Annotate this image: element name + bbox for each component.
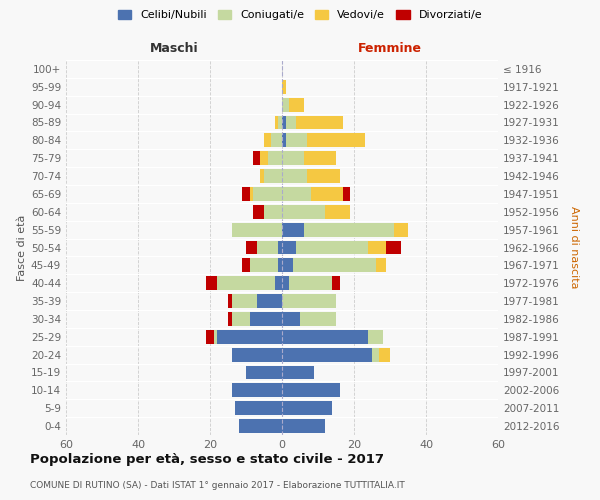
Bar: [278, 240, 282, 254]
Bar: [257, 294, 282, 308]
Bar: [278, 258, 282, 272]
Bar: [206, 276, 217, 290]
Bar: [304, 151, 336, 165]
Bar: [232, 222, 282, 236]
Bar: [394, 222, 408, 236]
Bar: [282, 348, 372, 362]
Bar: [282, 384, 340, 398]
Bar: [386, 240, 401, 254]
Bar: [300, 312, 336, 326]
Bar: [304, 222, 394, 236]
Bar: [232, 312, 250, 326]
Bar: [282, 366, 314, 380]
Bar: [282, 222, 304, 236]
Bar: [289, 98, 304, 112]
Bar: [275, 276, 282, 290]
Bar: [325, 205, 350, 219]
Bar: [228, 294, 232, 308]
Bar: [239, 419, 282, 433]
Bar: [286, 116, 296, 130]
Bar: [206, 330, 214, 344]
Bar: [228, 312, 232, 326]
Bar: [282, 240, 296, 254]
Bar: [282, 187, 311, 201]
Bar: [235, 401, 282, 415]
Text: COMUNE DI RUTINO (SA) - Dati ISTAT 1° gennaio 2017 - Elaborazione TUTTITALIA.IT: COMUNE DI RUTINO (SA) - Dati ISTAT 1° ge…: [30, 480, 405, 490]
Bar: [282, 312, 300, 326]
Text: Maschi: Maschi: [149, 42, 199, 54]
Bar: [271, 134, 282, 147]
Bar: [296, 240, 368, 254]
Bar: [332, 276, 340, 290]
Bar: [368, 330, 383, 344]
Bar: [268, 151, 282, 165]
Bar: [282, 151, 304, 165]
Bar: [264, 205, 282, 219]
Bar: [232, 294, 257, 308]
Bar: [253, 187, 282, 201]
Y-axis label: Fasce di età: Fasce di età: [17, 214, 27, 280]
Bar: [217, 330, 282, 344]
Bar: [253, 205, 264, 219]
Bar: [311, 187, 343, 201]
Bar: [250, 312, 282, 326]
Bar: [275, 116, 278, 130]
Bar: [260, 151, 268, 165]
Bar: [282, 134, 286, 147]
Bar: [264, 134, 271, 147]
Bar: [232, 348, 282, 362]
Text: Femmine: Femmine: [358, 42, 422, 54]
Bar: [289, 276, 332, 290]
Bar: [282, 258, 293, 272]
Bar: [282, 276, 289, 290]
Bar: [264, 169, 282, 183]
Bar: [242, 258, 250, 272]
Bar: [282, 98, 289, 112]
Bar: [257, 240, 278, 254]
Y-axis label: Anni di nascita: Anni di nascita: [569, 206, 579, 289]
Bar: [343, 187, 350, 201]
Bar: [282, 401, 332, 415]
Bar: [307, 169, 340, 183]
Bar: [242, 187, 250, 201]
Bar: [214, 330, 217, 344]
Bar: [282, 205, 325, 219]
Bar: [286, 134, 307, 147]
Bar: [282, 419, 325, 433]
Bar: [278, 116, 282, 130]
Bar: [282, 169, 307, 183]
Bar: [250, 258, 278, 272]
Bar: [282, 80, 286, 94]
Bar: [250, 187, 253, 201]
Text: Popolazione per età, sesso e stato civile - 2017: Popolazione per età, sesso e stato civil…: [30, 452, 384, 466]
Bar: [282, 116, 286, 130]
Bar: [282, 330, 368, 344]
Bar: [376, 258, 386, 272]
Bar: [296, 116, 343, 130]
Bar: [379, 348, 390, 362]
Bar: [217, 276, 275, 290]
Bar: [293, 258, 376, 272]
Bar: [246, 240, 257, 254]
Bar: [307, 134, 365, 147]
Bar: [368, 240, 386, 254]
Bar: [253, 151, 260, 165]
Legend: Celibi/Nubili, Coniugati/e, Vedovi/e, Divorziati/e: Celibi/Nubili, Coniugati/e, Vedovi/e, Di…: [113, 6, 487, 25]
Bar: [232, 384, 282, 398]
Bar: [260, 169, 264, 183]
Bar: [372, 348, 379, 362]
Bar: [282, 294, 336, 308]
Bar: [246, 366, 282, 380]
